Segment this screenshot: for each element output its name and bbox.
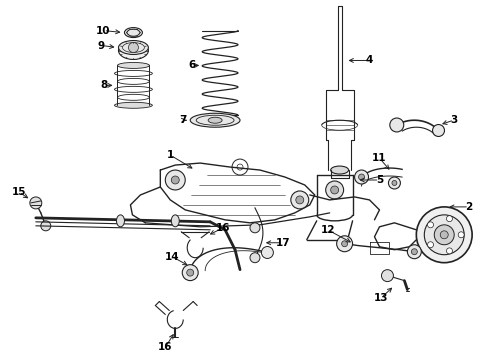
Ellipse shape (331, 166, 348, 174)
Circle shape (416, 207, 472, 263)
Circle shape (41, 221, 51, 231)
Circle shape (389, 177, 400, 189)
Circle shape (407, 245, 421, 259)
Circle shape (390, 118, 404, 132)
Text: 10: 10 (97, 26, 111, 36)
Text: 14: 14 (165, 252, 180, 262)
Circle shape (250, 253, 260, 263)
Text: 13: 13 (374, 293, 389, 302)
Text: 3: 3 (451, 115, 458, 125)
Text: 17: 17 (275, 238, 290, 248)
Circle shape (355, 170, 368, 184)
Circle shape (359, 174, 365, 180)
Ellipse shape (119, 41, 148, 54)
Ellipse shape (119, 41, 148, 59)
Ellipse shape (190, 113, 240, 127)
Text: 4: 4 (366, 55, 373, 66)
Circle shape (440, 231, 448, 239)
Circle shape (172, 176, 179, 184)
Ellipse shape (172, 215, 179, 227)
Circle shape (250, 223, 260, 233)
Text: 5: 5 (376, 175, 383, 185)
Circle shape (382, 270, 393, 282)
Circle shape (428, 242, 434, 248)
Circle shape (434, 225, 454, 245)
Text: 11: 11 (372, 153, 387, 163)
Circle shape (392, 180, 397, 185)
Circle shape (446, 248, 452, 254)
Ellipse shape (115, 102, 152, 108)
Circle shape (337, 236, 353, 252)
Circle shape (433, 125, 444, 136)
Circle shape (424, 215, 464, 255)
Circle shape (458, 232, 464, 238)
Circle shape (187, 269, 194, 276)
Circle shape (412, 249, 417, 255)
Text: 16: 16 (158, 342, 172, 352)
Text: 7: 7 (179, 115, 187, 125)
Circle shape (291, 191, 309, 209)
Circle shape (446, 216, 452, 222)
Circle shape (128, 42, 138, 53)
Circle shape (428, 222, 434, 228)
Circle shape (296, 196, 304, 204)
Circle shape (262, 247, 273, 258)
Circle shape (182, 265, 198, 280)
Text: 12: 12 (320, 225, 335, 235)
Text: 8: 8 (100, 80, 107, 90)
Ellipse shape (124, 28, 143, 37)
Text: 16: 16 (216, 223, 230, 233)
Circle shape (165, 170, 185, 190)
Ellipse shape (118, 62, 149, 68)
Ellipse shape (208, 117, 222, 123)
Circle shape (30, 197, 42, 209)
Circle shape (331, 186, 339, 194)
Circle shape (326, 181, 343, 199)
Text: 1: 1 (167, 150, 174, 160)
Circle shape (342, 241, 347, 247)
Ellipse shape (117, 215, 124, 227)
Text: 15: 15 (12, 187, 26, 197)
Text: 6: 6 (189, 60, 196, 71)
Text: 9: 9 (98, 41, 105, 50)
Text: 2: 2 (466, 202, 473, 212)
